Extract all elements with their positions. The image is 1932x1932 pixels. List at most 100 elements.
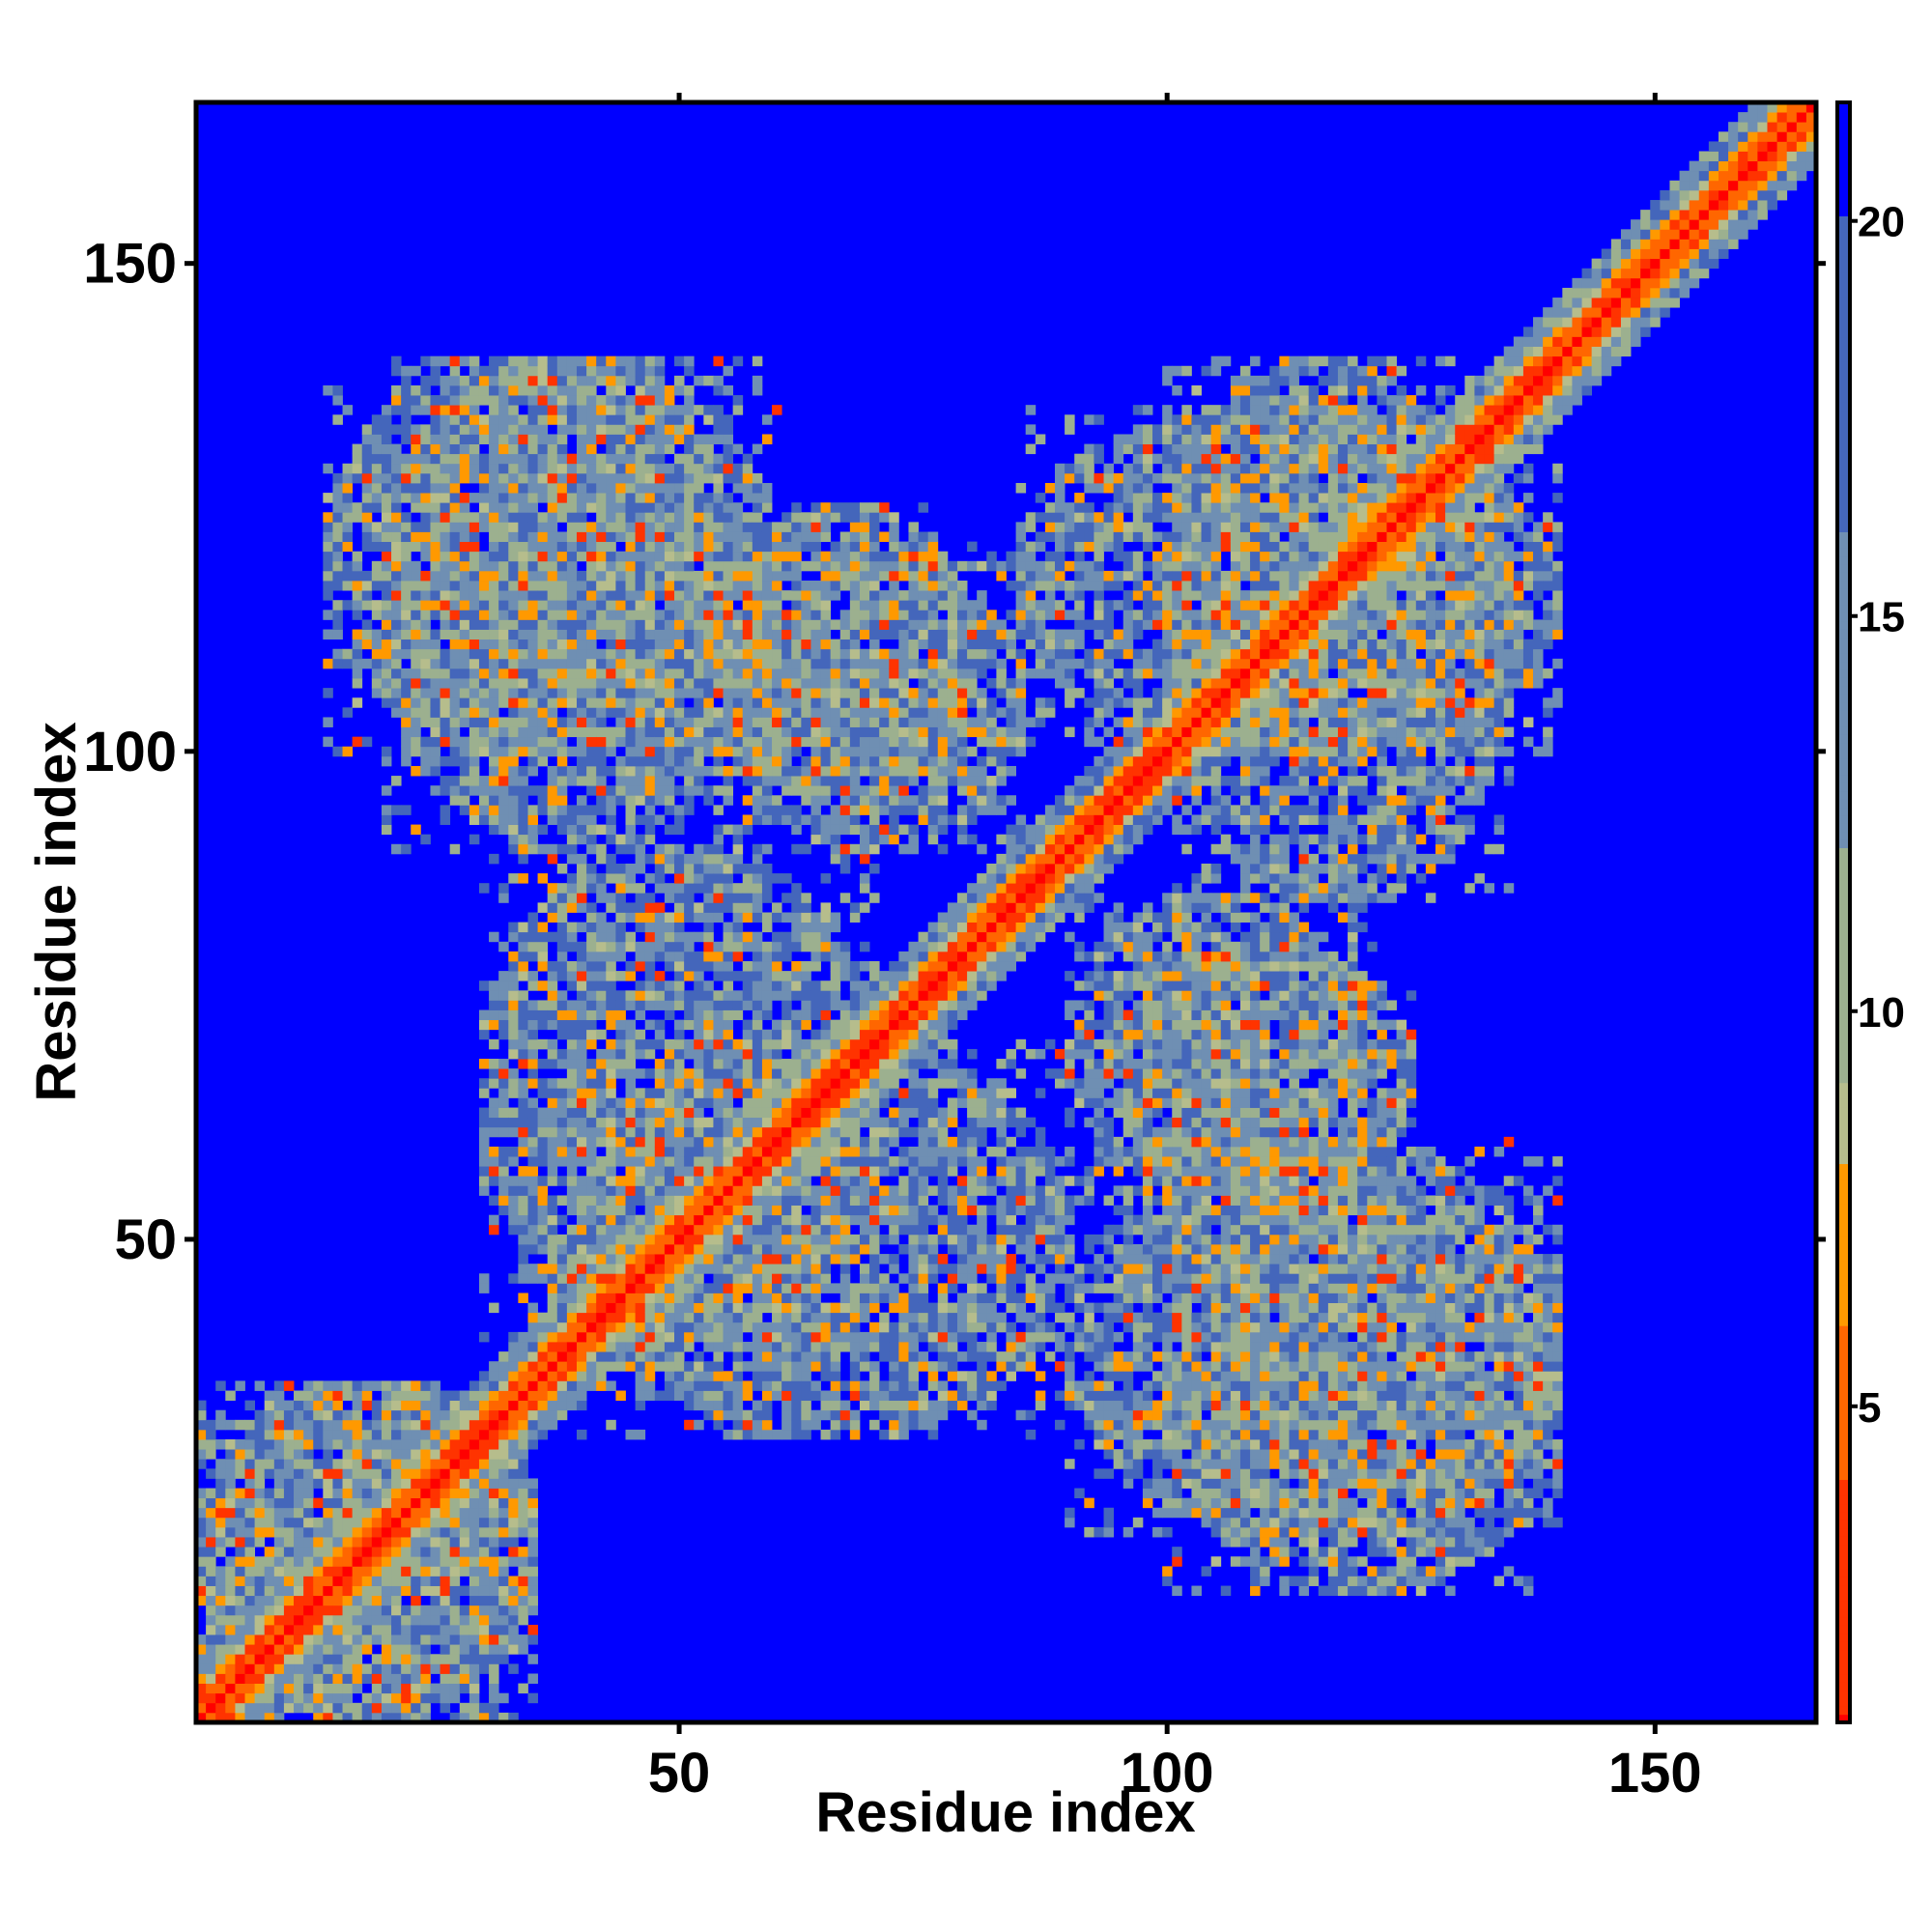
heatmap-cell <box>420 1429 431 1440</box>
heatmap-cell <box>606 746 616 757</box>
heatmap-cell <box>518 1264 528 1274</box>
heatmap-cell <box>391 648 402 660</box>
heatmap-cell <box>664 1390 675 1402</box>
heatmap-cell <box>703 853 714 865</box>
heatmap-cell <box>469 1547 480 1557</box>
heatmap-cell <box>411 1585 421 1597</box>
heatmap-cell <box>469 1468 480 1479</box>
heatmap-cell <box>761 1195 773 1206</box>
heatmap-cell <box>732 765 744 777</box>
heatmap-cell <box>703 1000 714 1010</box>
heatmap-cell <box>703 1176 714 1186</box>
heatmap-cell <box>625 1088 637 1098</box>
heatmap-cell <box>586 395 597 406</box>
heatmap-cell <box>489 1078 499 1089</box>
heatmap-cell <box>576 678 587 689</box>
heatmap-cell <box>508 726 519 738</box>
heatmap-cell <box>411 1663 421 1674</box>
heatmap-cell <box>547 1342 558 1352</box>
heatmap-cell <box>254 1585 266 1597</box>
heatmap-cell <box>674 1342 685 1352</box>
heatmap-cell <box>644 482 656 494</box>
heatmap-cell <box>723 1185 734 1196</box>
heatmap-cell <box>654 1156 666 1167</box>
heatmap-cell <box>342 746 354 757</box>
heatmap-cell <box>781 1000 792 1010</box>
heatmap-cell <box>547 551 558 562</box>
heatmap-cell <box>801 1361 811 1372</box>
heatmap-cell <box>440 560 451 572</box>
heatmap-cell <box>235 1468 245 1479</box>
heatmap-cell <box>810 1254 821 1264</box>
heatmap-cell <box>332 1644 343 1655</box>
heatmap-cell <box>391 1576 402 1586</box>
heatmap-cell <box>478 726 490 738</box>
heatmap-cell <box>713 493 724 503</box>
heatmap-cell <box>225 1624 236 1635</box>
heatmap-cell <box>761 776 773 786</box>
heatmap-cell <box>703 453 714 465</box>
heatmap-cell <box>283 1605 295 1616</box>
heatmap-cell <box>586 658 597 669</box>
heatmap-cell <box>508 493 519 503</box>
heatmap-cell <box>635 1126 646 1138</box>
heatmap-cell <box>206 1537 216 1548</box>
heatmap-cell <box>596 1205 607 1216</box>
heatmap-cell <box>498 570 509 582</box>
heatmap-cell <box>547 1224 558 1236</box>
heatmap-cell <box>694 1068 704 1079</box>
heatmap-cell <box>654 785 666 796</box>
heatmap-cell <box>371 1585 383 1597</box>
heatmap-cell <box>801 1429 811 1440</box>
heatmap-cell <box>313 1497 324 1509</box>
heatmap-cell <box>489 1468 499 1479</box>
heatmap-cell <box>576 726 587 738</box>
heatmap-cell <box>332 1614 343 1626</box>
heatmap-cell <box>820 1302 832 1314</box>
heatmap-cell <box>313 1624 324 1635</box>
heatmap-cell <box>449 1634 461 1645</box>
heatmap-cell <box>294 1478 304 1489</box>
heatmap-cell <box>332 1712 343 1723</box>
heatmap-cell <box>411 688 421 698</box>
heatmap-cell <box>723 434 734 444</box>
heatmap-cell <box>420 707 431 718</box>
heatmap-cell <box>703 980 714 991</box>
heatmap-cell <box>772 941 782 952</box>
heatmap-cell <box>615 931 626 943</box>
heatmap-cell <box>489 814 499 825</box>
heatmap-cell <box>469 1478 480 1489</box>
heatmap-cell <box>606 1361 616 1372</box>
heatmap-cell <box>556 1146 568 1157</box>
heatmap-cell <box>332 1488 343 1499</box>
heatmap-cell <box>518 1136 528 1148</box>
heatmap-cell <box>489 1683 499 1694</box>
heatmap-cell <box>235 1683 245 1694</box>
heatmap-cell <box>772 1264 782 1274</box>
heatmap-cell <box>361 1488 373 1499</box>
heatmap-cell <box>742 463 753 474</box>
heatmap-cell <box>547 1048 558 1060</box>
heatmap-cell <box>440 648 451 660</box>
heatmap-cell <box>478 590 490 601</box>
heatmap-cell <box>283 1537 295 1548</box>
heatmap-cell <box>596 1293 607 1303</box>
heatmap-cell <box>810 951 821 962</box>
heatmap-cell <box>791 980 802 991</box>
heatmap-cell <box>332 1663 343 1674</box>
heatmap-cell <box>215 1576 226 1586</box>
heatmap-cell <box>411 1400 421 1411</box>
heatmap-cell <box>644 755 656 767</box>
heatmap-cell <box>401 1605 412 1616</box>
heatmap-cell <box>596 971 607 981</box>
heatmap-cell <box>586 1126 597 1138</box>
heatmap-cell <box>732 1185 744 1196</box>
heatmap-cell <box>430 600 440 611</box>
heatmap-cell <box>664 1059 675 1069</box>
heatmap-cell <box>596 1214 607 1226</box>
heatmap-cell <box>371 1702 383 1714</box>
heatmap-cell <box>761 912 773 923</box>
heatmap-cell <box>449 1712 461 1723</box>
heatmap-cell <box>664 1156 675 1167</box>
heatmap-cell <box>391 1380 402 1391</box>
